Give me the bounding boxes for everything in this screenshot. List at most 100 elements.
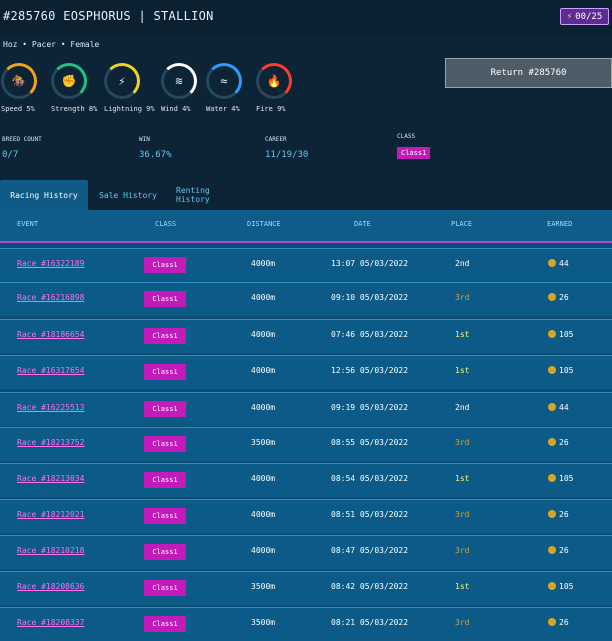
class-button[interactable]: Class1 [144,616,186,632]
strength-ring: ✊ [51,63,87,99]
fire-ring: 🔥 [256,63,292,99]
date-cell: 09:10 05/03/2022 [331,293,409,302]
earned-cell: 44 [548,403,569,412]
coin-icon [548,259,556,267]
date-cell: 08:21 05/03/2022 [331,618,409,627]
event-link[interactable]: Race #18212021 [17,510,85,519]
energy-badge: ⚡ 00/25 [560,8,609,25]
table-row: Race #18213034 Class1 4000m 08:54 05/03/202… [0,463,612,497]
event-link[interactable]: Race #18210218 [17,546,85,555]
event-link[interactable]: Race #16322189 [17,259,85,268]
earned-amount: 26 [559,510,569,519]
col-date: DATE [354,220,371,228]
racing-history-table: EVENT CLASS DISTANCE DATE PLACE EARNED R… [0,210,612,641]
stat-label-speed: Speed 5% [1,105,35,113]
table-row: Race #18208636 Class1 3500m 08:42 05/03/202… [0,571,612,605]
breed-value: 0/7 [2,150,19,160]
earned-cell: 44 [548,259,569,268]
place-cell: 3rd [455,438,470,447]
class-button[interactable]: Class1 [144,257,186,273]
class-button[interactable]: Class1 [144,436,186,452]
earned-amount: 105 [559,330,574,339]
date-cell: 07:46 05/03/2022 [331,330,409,339]
coin-icon [548,582,556,590]
runner-icon: 🏇 [11,74,27,88]
class-button[interactable]: Class1 [144,364,186,380]
class-button[interactable]: Class1 [144,401,186,417]
lightning-icon: ⚡ [118,74,126,88]
tab-sale-history[interactable]: Sale History [99,190,157,200]
col-place: PLACE [451,220,473,228]
class-metric: CLASS Class1 [397,133,431,159]
event-link[interactable]: Race #16225513 [17,403,85,412]
distance-cell: 4000m [251,366,276,375]
place-cell: 1st [455,582,470,591]
horse-subinfo: Hoz • Pacer • Female [3,40,100,49]
event-link[interactable]: Race #18213752 [17,438,85,447]
class-button[interactable]: Class1 [144,328,186,344]
class-button[interactable]: Class1 [144,508,186,524]
table-row: Race #18212021 Class1 4000m 08:51 05/03/202… [0,499,612,533]
event-link[interactable]: Race #18208636 [17,582,85,591]
earned-amount: 26 [559,293,569,302]
class-button[interactable]: Class1 [144,580,186,596]
col-event: EVENT [17,220,39,228]
class-button[interactable]: Class1 [144,544,186,560]
win-label: WIN [139,136,150,143]
place-cell: 3rd [455,510,470,519]
place-cell: 1st [455,474,470,483]
place-cell: 2nd [455,403,470,412]
tab-racing-history[interactable]: Racing History [0,180,88,210]
history-tabs: Racing History Sale History Renting Hist… [0,180,612,210]
horse-stats: 🏇 Speed 5% ✊ Strength 8% ⚡ Lightning 9% … [1,63,292,119]
return-button[interactable]: Return #285760 [445,58,612,88]
wind-ring: ≋ [161,63,197,99]
earned-cell: 26 [548,293,569,302]
col-class: CLASS [155,220,177,228]
tab-renting-history[interactable]: Renting History [176,186,210,204]
stat-wind: ≋ Wind 4% [161,63,211,113]
lightning-ring: ⚡ [104,63,140,99]
coin-icon [548,403,556,411]
breed-metric: BREED COUNT 0/7 [2,136,42,160]
career-label: CAREER [265,136,287,143]
event-link[interactable]: Race #18213034 [17,474,85,483]
date-cell: 08:47 05/03/2022 [331,546,409,555]
earned-cell: 105 [548,582,573,591]
coin-icon [548,474,556,482]
stat-label-wind: Wind 4% [161,105,191,113]
coin-icon [548,293,556,301]
win-metric: WIN 36.67% [139,136,172,160]
stat-water: ≈ Water 4% [206,63,256,113]
table-header: EVENT CLASS DISTANCE DATE PLACE EARNED [0,210,612,242]
earned-cell: 26 [548,510,569,519]
class-button[interactable]: Class1 [144,472,186,488]
earned-amount: 105 [559,582,574,591]
water-ring: ≈ [206,63,242,99]
date-cell: 08:51 05/03/2022 [331,510,409,519]
distance-cell: 4000m [251,546,276,555]
place-cell: 3rd [455,546,470,555]
table-row: Race #16317654 Class1 4000m 12:56 05/03/202… [0,355,612,389]
event-link[interactable]: Race #18186654 [17,330,85,339]
class-button[interactable]: Class1 [144,291,186,307]
place-cell: 1st [455,366,470,375]
earned-cell: 105 [548,474,573,483]
date-cell: 09:19 05/03/2022 [331,403,409,412]
event-link[interactable]: Race #16216898 [17,293,85,302]
earned-amount: 105 [559,366,574,375]
event-link[interactable]: Race #16317654 [17,366,85,375]
win-value: 36.67% [139,150,172,160]
coin-icon [548,618,556,626]
career-value: 11/19/30 [265,150,309,160]
date-cell: 08:55 05/03/2022 [331,438,409,447]
place-cell: 3rd [455,293,470,302]
earned-cell: 26 [548,618,569,627]
event-link[interactable]: Race #18208337 [17,618,85,627]
stat-label-fire: Fire 9% [256,105,286,113]
date-cell: 08:42 05/03/2022 [331,582,409,591]
table-row: Race #16225513 Class1 4000m 09:19 05/03/202… [0,392,612,426]
earned-cell: 26 [548,546,569,555]
water-icon: ≈ [220,74,228,88]
table-row: Race #16322189 Class1 4000m 13:07 05/03/202… [0,248,612,282]
